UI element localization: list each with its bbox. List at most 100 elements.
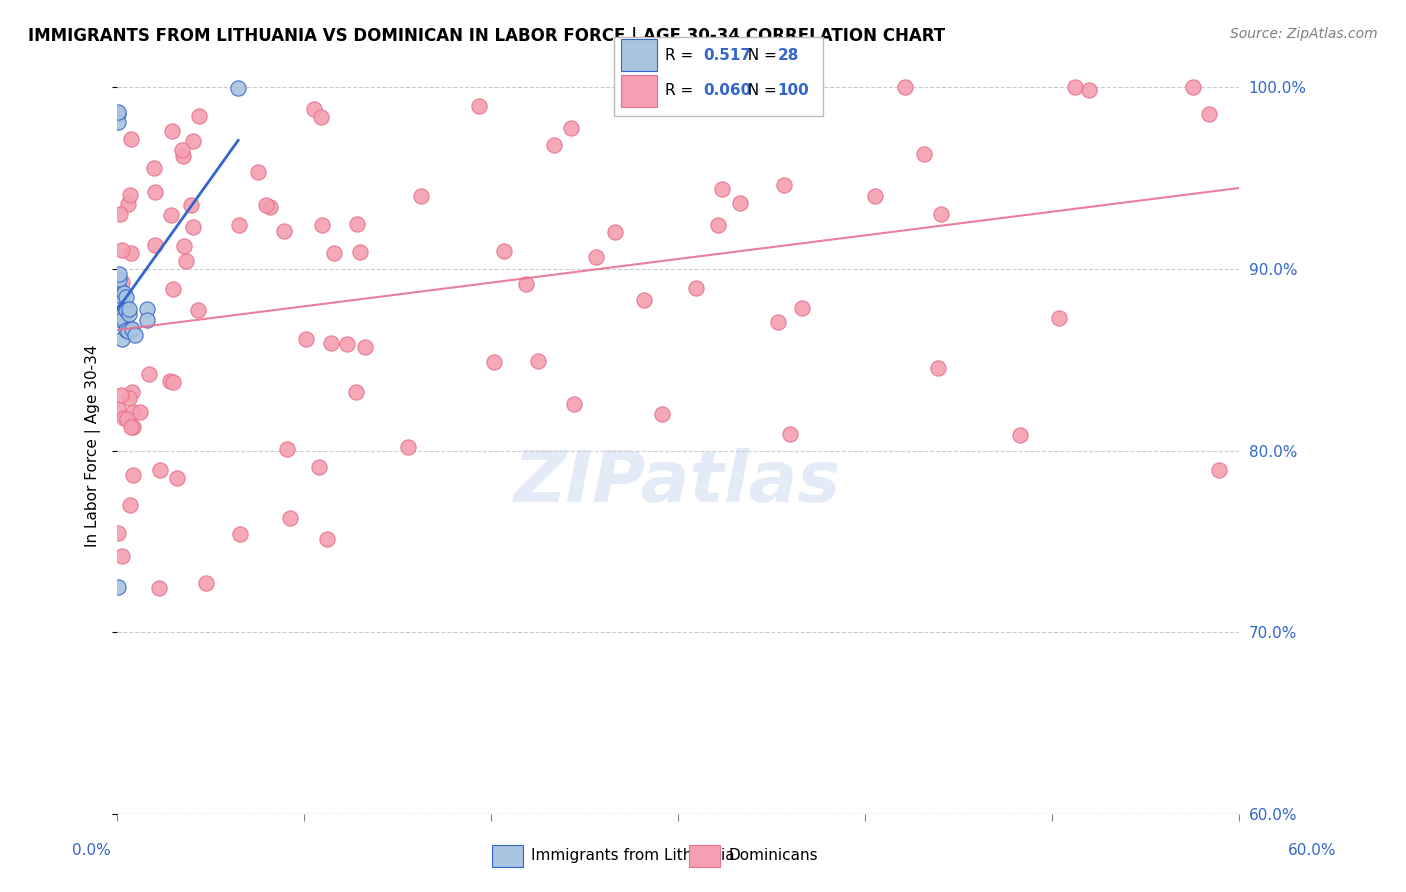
Text: 28: 28 [778,48,799,62]
Point [107,526,129,541]
Point [468,99,491,113]
Point [311,218,333,232]
Point [159,374,181,388]
Point [112,285,135,300]
Point [107,580,129,594]
Point [779,427,801,442]
Point [107,107,129,121]
Point [188,110,211,124]
Point [143,186,166,200]
Point [118,391,141,405]
Point [148,582,170,596]
Point [110,388,132,402]
Point [122,405,145,419]
Point [728,79,751,94]
Point [111,549,134,563]
Point [295,332,318,346]
Point [308,460,330,475]
Point [111,312,134,326]
Text: ZIPatlas: ZIPatlas [515,449,841,517]
Point [118,302,141,317]
Point [120,245,142,260]
Point [117,197,139,211]
Point [304,102,326,116]
Point [247,165,270,179]
Point [323,245,346,260]
Point [121,385,143,400]
Point [1198,107,1220,121]
Text: N =: N = [738,48,782,62]
Point [344,385,367,400]
Point [226,81,249,95]
Point [229,527,252,541]
Point [346,217,368,231]
Point [409,189,432,203]
Point [766,315,789,329]
Point [136,312,159,326]
Y-axis label: In Labor Force | Age 30-34: In Labor Force | Age 30-34 [86,344,101,547]
Text: 60.0%: 60.0% [1288,843,1336,858]
Point [912,147,935,161]
Point [1063,79,1085,94]
Point [605,225,627,239]
Text: IMMIGRANTS FROM LITHUANIA VS DOMINICAN IN LABOR FORCE | AGE 30-34 CORRELATION CH: IMMIGRANTS FROM LITHUANIA VS DOMINICAN I… [28,27,945,45]
Point [160,123,183,137]
Point [115,323,138,337]
Point [107,402,129,417]
Point [115,412,138,426]
Point [1047,310,1070,325]
Point [1078,83,1101,97]
Point [527,354,550,368]
Text: 0.517: 0.517 [703,48,751,62]
Point [585,250,607,264]
Point [115,303,138,318]
Point [543,137,565,152]
Point [173,238,195,252]
Point [114,300,136,314]
Point [259,200,281,214]
Point [180,198,202,212]
Point [894,79,917,94]
Point [927,360,949,375]
Point [562,397,585,411]
Point [122,419,145,434]
Text: Source: ZipAtlas.com: Source: ZipAtlas.com [1230,27,1378,41]
Point [319,336,342,351]
Point [162,282,184,296]
Point [396,440,419,454]
Point [107,105,129,120]
Point [685,280,707,294]
Point [336,336,359,351]
Point [172,149,194,163]
Point [108,267,131,281]
Point [111,332,134,346]
Point [166,471,188,485]
Text: R =: R = [665,84,699,98]
Point [108,272,131,286]
Point [120,132,142,146]
Point [181,134,204,148]
Point [108,207,131,221]
Point [160,208,183,222]
Point [129,405,152,419]
Point [149,463,172,477]
Point [863,189,886,203]
Point [174,254,197,268]
Point [353,340,375,354]
Point [112,411,135,425]
Point [138,368,160,382]
Point [112,304,135,318]
Point [309,110,332,124]
Point [120,321,142,335]
Point [108,287,131,301]
Point [560,121,582,136]
Point [120,498,142,512]
Text: 0.0%: 0.0% [72,843,111,858]
Point [170,143,193,157]
Text: R =: R = [665,48,699,62]
Point [278,511,301,525]
Point [1208,462,1230,476]
Point [145,237,167,252]
Point [929,206,952,220]
Point [482,355,505,369]
